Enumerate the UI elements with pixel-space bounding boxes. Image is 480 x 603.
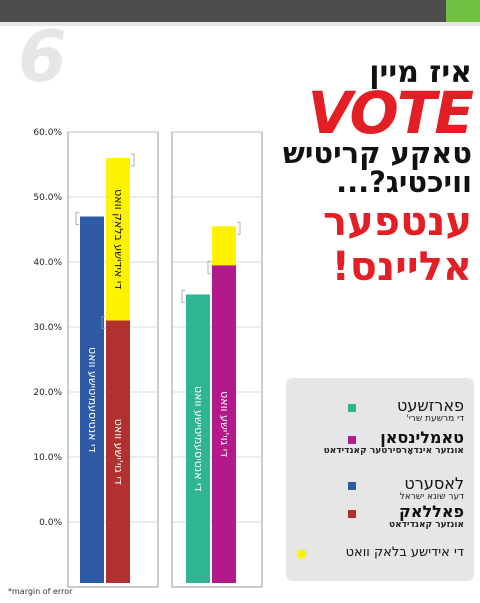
y-tick-label: 30.0% (33, 323, 62, 333)
stack-label: די אידישע בלאק וואט (112, 189, 125, 289)
headline-answer: ענטפער (323, 199, 472, 245)
stack-bar (106, 158, 130, 321)
legend-item: טאמלינסאן אונזער אינדאָרסירטער קאנדידאט (323, 428, 464, 457)
legend-sub: די מרשעת שרי' (406, 413, 464, 424)
legend-item: פארזשעט די מרשעת שרי' (397, 396, 464, 425)
error-bracket (101, 316, 105, 329)
legend-swatch (298, 550, 306, 558)
legend-swatch (348, 510, 356, 518)
bar (106, 320, 130, 583)
headline-line-3: טאקע קריטיש (282, 136, 472, 170)
y-tick-label: 10.0% (33, 453, 62, 463)
legend-item: לאסערט דער שונא ישראל (399, 474, 464, 503)
headline-vote: VOTE (307, 79, 474, 147)
error-bracket (237, 221, 241, 235)
top-bar (0, 0, 480, 22)
top-accent (446, 0, 480, 22)
error-bracket (181, 290, 185, 303)
bar-label: די גוי'ישע וואט (112, 419, 125, 485)
y-tick-label: 0.0% (39, 518, 62, 528)
legend-sub: אונזער קאנדידאט (388, 519, 464, 530)
legend-name: לאסערט (404, 474, 464, 493)
legend-item: די אידישע בלאק וואט (346, 546, 464, 560)
bar (212, 265, 236, 583)
footnote: *margin of error (8, 587, 73, 596)
y-tick-label: 50.0% (33, 193, 62, 203)
legend-swatch (348, 404, 356, 412)
legend-panel: פארזשעט די מרשעת שרי' טאמלינסאן אונזער א… (286, 378, 474, 581)
bar (186, 294, 210, 583)
bar (80, 216, 104, 583)
legend-swatch (348, 482, 356, 490)
stack-bar (212, 226, 236, 266)
headline-alone: אליינס! (331, 244, 472, 290)
error-bracket (207, 260, 211, 274)
legend-name: טאמלינסאן (380, 428, 464, 447)
bar-label: די אנטיסעמיטישע וואט (192, 386, 205, 492)
error-bracket (75, 212, 79, 225)
y-tick-label: 40.0% (33, 258, 62, 268)
legend-sub: אונזער אינדאָרסירטער קאנדידאט (323, 445, 464, 456)
legend-item: פאללאק אונזער קאנדידאט (388, 502, 464, 531)
bar-chart: 60.0% 50.0% 40.0% 30.0% 20.0% 10.0% 0.0% די אנט… (33, 128, 263, 588)
page-number: 6 (18, 16, 67, 98)
legend-name: פארזשעט (397, 396, 464, 415)
headline-line-4: וויכטיג?... (336, 165, 472, 199)
legend-name: פאללאק (399, 502, 464, 521)
error-bracket (131, 153, 135, 167)
legend-name: די אידישע בלאק וואט (345, 545, 464, 560)
y-tick-label: 60.0% (33, 128, 62, 138)
legend-swatch (348, 436, 356, 444)
header-band (0, 22, 480, 26)
bar-label: די אנטיסעמיטישע וואט (86, 347, 99, 453)
headline-line-1: איז מיין (369, 55, 472, 90)
bar-label: די גוי'ישע וואט (218, 391, 231, 457)
y-tick-label: 20.0% (33, 388, 62, 398)
legend-sub: דער שונא ישראל (399, 491, 464, 502)
